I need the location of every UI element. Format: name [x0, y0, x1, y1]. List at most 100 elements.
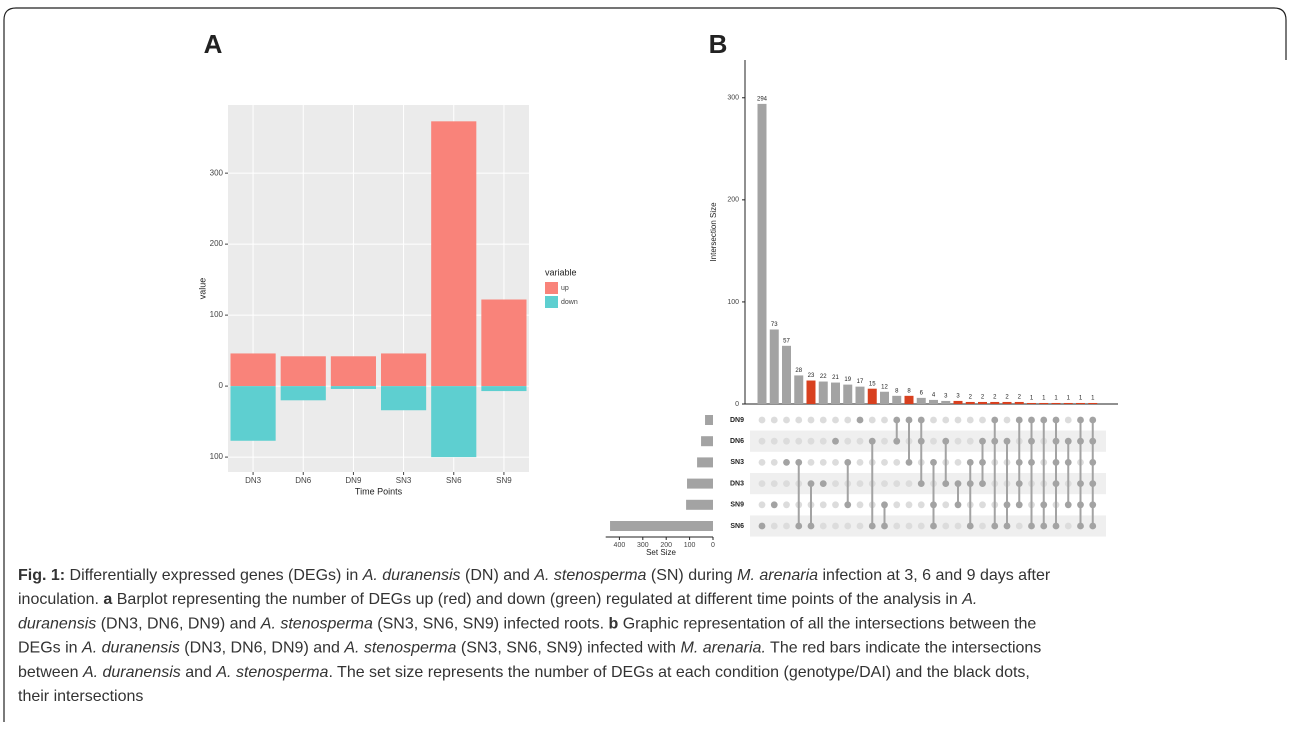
matrix-dot-empty: [954, 459, 962, 466]
matrix-dot-empty: [783, 416, 790, 424]
set-label: SN3: [730, 459, 744, 466]
intersection-bar: [806, 380, 816, 404]
intersection-bar: [990, 401, 1000, 404]
matrix-dot-empty: [783, 480, 790, 487]
matrix-dot-empty: [844, 437, 852, 445]
bar-value-label: 28: [795, 368, 802, 374]
caption-run: between: [18, 664, 83, 681]
caption-run: A. duranensis: [362, 567, 461, 584]
matrix-dot-empty: [819, 416, 827, 424]
bar-value-label: 8: [895, 388, 899, 394]
caption-line: their intersections: [18, 688, 143, 705]
intersection-bar: [916, 397, 926, 404]
caption-run: M. arenaria.: [681, 640, 766, 657]
bar-value-label: 294: [757, 96, 768, 102]
matrix-dot-empty: [844, 522, 852, 530]
set-size-bar: [610, 521, 713, 531]
figure-frame: [3, 7, 1287, 722]
bar-value-label: 17: [857, 379, 864, 385]
matrix-dot-empty: [954, 437, 962, 445]
matrix-dot-empty: [954, 522, 962, 530]
matrix-dot-empty: [758, 501, 766, 509]
matrix-dot-empty: [770, 480, 778, 487]
intersection-bar: [1063, 402, 1073, 404]
intersection-bar: [1039, 402, 1049, 404]
matrix-dot-empty: [856, 522, 864, 530]
matrix-dot-empty: [783, 437, 790, 445]
bar: [431, 386, 477, 458]
bar-value-label: 22: [820, 374, 827, 380]
intersection-bar: [855, 386, 865, 404]
caption-run: Graphic representation of all the inters…: [618, 615, 1036, 632]
caption-run: (SN3, SN6, SN9) infected with: [456, 640, 680, 657]
matrix-dot-empty: [819, 522, 827, 530]
matrix-dot-empty: [819, 501, 827, 509]
matrix-dot-empty: [893, 522, 901, 530]
bar-value-label: 6: [920, 390, 924, 396]
caption-line: duranensis (DN3, DN6, DN9) and A. stenos…: [18, 615, 1036, 632]
set-size-bar: [701, 436, 713, 447]
matrix-dot-empty: [770, 522, 778, 530]
matrix-dot-empty: [1064, 416, 1072, 424]
bar-value-label: 2: [1005, 395, 1009, 401]
caption-run: (DN3, DN6, DN9) and: [96, 615, 261, 632]
y-tick-label: 300: [210, 168, 224, 177]
bar: [280, 356, 326, 387]
matrix-dot-empty: [881, 459, 888, 466]
intersection-bar: [953, 400, 963, 404]
matrix-dot-empty: [795, 416, 803, 424]
matrix-stripe: [750, 515, 1106, 537]
intersection-bar: [978, 401, 987, 404]
y-tick-label: 100: [727, 299, 739, 306]
caption-run: A. stenosperma: [215, 664, 328, 681]
x-tick-label: 200: [660, 542, 672, 549]
caption-run: A. stenosperma: [343, 640, 456, 657]
matrix-stripe: [750, 430, 1106, 452]
caption-run: Fig. 1:: [18, 567, 65, 584]
set-label: SN9: [730, 502, 744, 509]
matrix-dot-empty: [856, 459, 864, 466]
panel-label: B: [709, 29, 728, 59]
matrix-dot-empty: [758, 480, 766, 487]
x-tick-label: 300: [637, 542, 649, 549]
caption-line: inoculation. a Barplot representing the …: [18, 591, 977, 608]
bar-value-label: 2: [981, 395, 985, 401]
x-tick-label: SN3: [396, 476, 412, 485]
x-tick-label: 400: [614, 542, 626, 549]
matrix-dot-empty: [807, 459, 815, 466]
x-tick-label: DN9: [345, 476, 362, 485]
matrix-dot-empty: [783, 522, 790, 530]
y-tick-label: 0: [735, 401, 739, 408]
intersection-bar: [1051, 402, 1061, 404]
matrix-dot-empty: [856, 480, 864, 487]
intersection-bar: [782, 345, 791, 404]
legend-label: down: [561, 299, 578, 306]
bar-value-label: 12: [881, 384, 888, 390]
caption-run: and: [181, 664, 217, 681]
intersection-bar: [794, 375, 804, 404]
matrix-dot-empty: [1015, 522, 1023, 530]
caption-line: Fig. 1: Differentially expressed genes (…: [18, 567, 1051, 584]
caption-run: (SN) during: [646, 567, 737, 584]
x-tick-label: SN6: [446, 476, 462, 485]
matrix-stripe: [750, 473, 1106, 495]
matrix-dot-empty: [783, 501, 790, 509]
matrix-dot-empty: [770, 459, 778, 466]
matrix-dot-empty: [1064, 522, 1072, 530]
matrix-dot-empty: [856, 437, 864, 445]
caption-run: (DN3, DN6, DN9) and: [180, 640, 345, 657]
caption-run: . The set size represents the number of …: [328, 664, 1029, 681]
y-tick-label: 300: [727, 95, 739, 102]
intersection-bar: [843, 384, 853, 404]
matrix-dot-empty: [942, 522, 950, 530]
set-size-bar: [697, 457, 713, 468]
bar-value-label: 1: [1079, 396, 1083, 402]
bar-value-label: 1: [1091, 396, 1095, 402]
y-axis-title: Intersection Size: [709, 202, 718, 262]
bar: [481, 299, 527, 387]
intersection-bar: [965, 401, 975, 404]
matrix-dot-empty: [954, 416, 962, 424]
set-label: SN6: [730, 523, 744, 530]
caption-run: A.: [961, 591, 977, 608]
bar-value-label: 3: [944, 394, 948, 400]
